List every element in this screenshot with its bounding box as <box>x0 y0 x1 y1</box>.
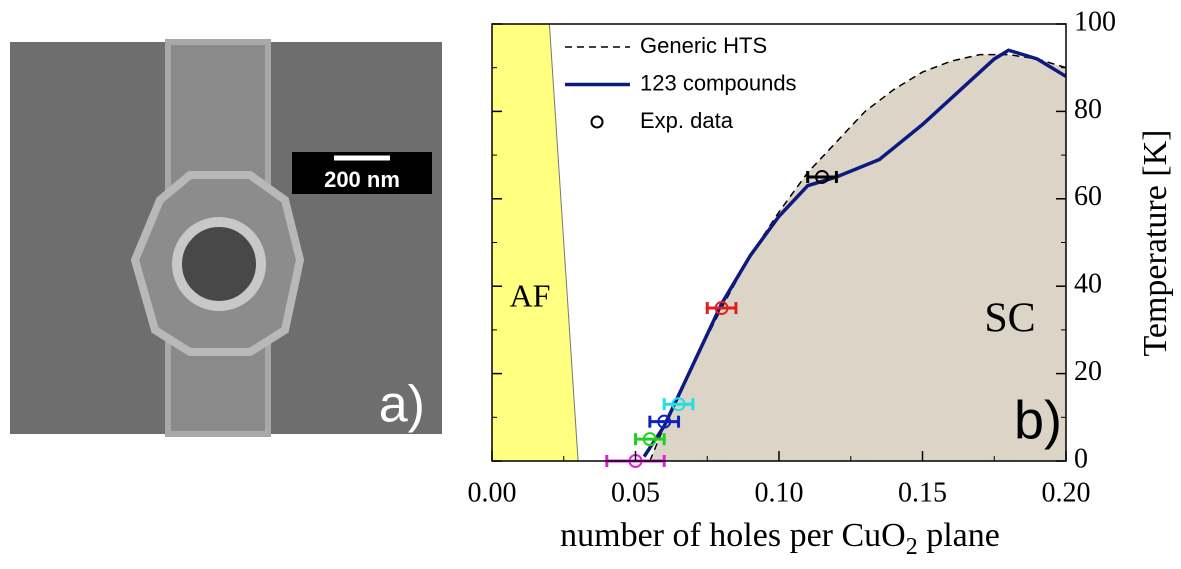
x-axis-label: number of holes per CuO2 plane <box>560 517 1000 560</box>
legend-label: Exp. data <box>640 108 734 133</box>
y-tick-label: 100 <box>1074 6 1116 37</box>
data-point <box>671 397 686 412</box>
y-tick-label: 0 <box>1074 443 1088 474</box>
y-tick-label: 40 <box>1074 269 1102 300</box>
af-label: AF <box>510 278 551 314</box>
data-point <box>714 301 729 316</box>
sc-label: SC <box>984 296 1035 342</box>
y-tick-label: 20 <box>1074 356 1102 387</box>
legend-label: 123 compounds <box>640 70 797 95</box>
scale-label: 200 nm <box>324 167 400 192</box>
panel-label: b) <box>1014 390 1062 450</box>
x-tick-label: 0.15 <box>898 477 947 508</box>
x-tick-label: 0.20 <box>1042 477 1091 508</box>
y-axis-label: Temperature [K] <box>1137 130 1174 357</box>
x-tick-label: 0.00 <box>468 477 517 508</box>
x-tick-label: 0.05 <box>611 477 660 508</box>
y-tick-label: 60 <box>1074 181 1102 212</box>
chart: AF SC 0 20 40 60 80 100 0.00 0.05 0.10 0.15 0.20 numb… <box>468 6 1174 559</box>
x-label-text: plane <box>918 517 1000 554</box>
data-point <box>642 432 657 447</box>
sem-image: 200 nm a) <box>10 39 442 437</box>
data-point <box>657 414 672 429</box>
y-tick-label: 80 <box>1074 94 1102 125</box>
legend-label: Generic HTS <box>640 33 767 58</box>
x-label-text: number of holes per CuO <box>560 517 906 554</box>
x-label-sub: 2 <box>906 534 918 560</box>
af-region <box>491 23 579 462</box>
x-tick-label: 0.10 <box>755 477 804 508</box>
ring-hole <box>172 217 266 311</box>
legend-marker <box>590 115 604 129</box>
sc-region <box>649 54 1066 462</box>
data-point <box>815 169 830 184</box>
panel-label: a) <box>379 376 425 434</box>
